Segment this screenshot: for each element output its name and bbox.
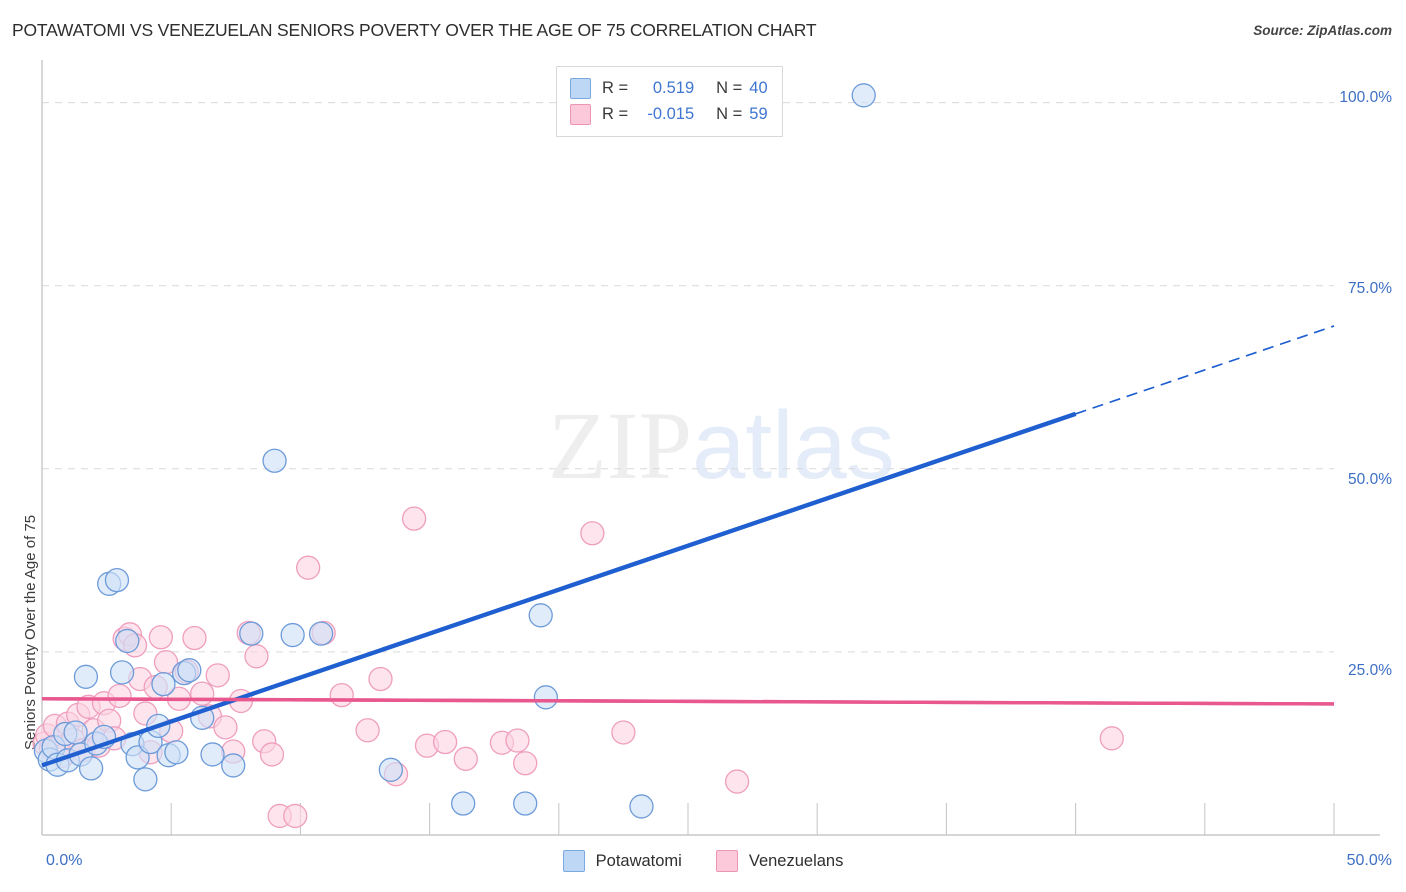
data-point — [200, 742, 225, 767]
legend-label-potawatomi: Potawatomi — [595, 851, 682, 870]
data-point — [378, 757, 403, 782]
data-point — [368, 666, 393, 692]
data-point — [329, 682, 354, 708]
data-point — [78, 756, 104, 781]
data-point — [177, 658, 202, 683]
data-point — [244, 644, 269, 669]
n-value-venezuelans: 59 — [749, 104, 768, 123]
r-value-venezuelans: -0.015 — [647, 104, 695, 123]
page-title: POTAWATOMI VS VENEZUELAN SENIORS POVERTY… — [12, 20, 817, 40]
data-point — [513, 791, 538, 816]
series-legend: Potawatomi Venezuelans — [0, 850, 1406, 872]
data-point — [580, 521, 605, 546]
trend-line-potawatomi — [41, 411, 1077, 768]
data-point — [851, 83, 876, 108]
data-point — [151, 671, 176, 697]
data-point — [205, 663, 230, 688]
trend-line-projection-potawatomi — [1075, 325, 1335, 415]
trend-line-venezuelans — [41, 697, 1335, 706]
data-point — [295, 555, 321, 580]
trend-lines — [41, 325, 1335, 768]
data-point — [283, 803, 308, 829]
r-value-potawatomi: 0.519 — [652, 78, 695, 97]
data-point — [724, 769, 750, 794]
gridlines — [42, 102, 1334, 653]
data-point — [133, 767, 158, 792]
data-point — [239, 621, 264, 646]
data-points — [32, 83, 1124, 829]
legend-item-venezuelans[interactable]: Venezuelans — [715, 850, 844, 872]
data-point — [629, 794, 654, 819]
data-point — [280, 622, 305, 648]
data-point — [513, 751, 538, 776]
legend-swatch-potawatomi-icon — [570, 77, 591, 99]
data-point — [148, 625, 174, 650]
data-point — [453, 746, 478, 771]
data-point — [221, 753, 246, 778]
x-tick-label-max: 50.0% — [1346, 852, 1392, 869]
data-point — [259, 742, 285, 767]
y-tick-label-75: 75.0% — [1348, 280, 1392, 297]
data-point — [528, 603, 553, 628]
data-point — [107, 683, 132, 708]
data-point — [505, 728, 530, 753]
n-label-venezuelans: N = — [716, 104, 743, 123]
data-point — [355, 718, 380, 743]
data-point — [109, 660, 135, 685]
n-value-potawatomi: 40 — [749, 78, 768, 97]
correlation-row-potawatomi: R = 0.519 N = 40 — [570, 75, 768, 101]
n-label-potawatomi: N = — [716, 78, 743, 97]
correlation-legend: R = 0.519 N = 40 R = -0.015 N = 59 — [556, 66, 783, 137]
y-tick-label-50: 50.0% — [1348, 471, 1392, 488]
legend-label-venezuelans: Venezuelans — [748, 851, 844, 870]
data-point — [262, 448, 287, 473]
data-point — [182, 625, 207, 651]
venezuelans-swatch-icon — [715, 850, 738, 872]
data-point — [63, 720, 88, 745]
legend-swatch-venezuelans-icon — [570, 103, 591, 125]
data-point — [73, 664, 99, 689]
data-point — [451, 791, 476, 816]
data-point — [164, 740, 189, 765]
data-point — [533, 685, 559, 710]
data-point — [401, 506, 427, 531]
data-point — [611, 720, 636, 745]
r-label-venezuelans: R = — [602, 104, 629, 123]
data-point — [115, 628, 140, 654]
data-point — [213, 715, 238, 740]
data-point — [104, 567, 130, 593]
data-point — [1099, 726, 1124, 751]
data-point — [190, 681, 215, 706]
axis-lines — [41, 60, 1380, 836]
x-tick-label-min: 0.0% — [46, 852, 83, 869]
y-tick-label-25: 25.0% — [1348, 662, 1392, 679]
correlation-row-venezuelans: R = -0.015 N = 59 — [570, 101, 768, 127]
points-potawatomi — [33, 83, 876, 819]
data-point — [432, 729, 458, 755]
potawatomi-swatch-icon — [562, 850, 585, 872]
y-tick-label-100: 100.0% — [1339, 89, 1392, 106]
data-point — [308, 621, 334, 646]
r-label-potawatomi: R = — [602, 78, 629, 97]
source-label: Source: ZipAtlas.com — [1253, 23, 1392, 38]
legend-item-potawatomi[interactable]: Potawatomi — [562, 850, 682, 872]
